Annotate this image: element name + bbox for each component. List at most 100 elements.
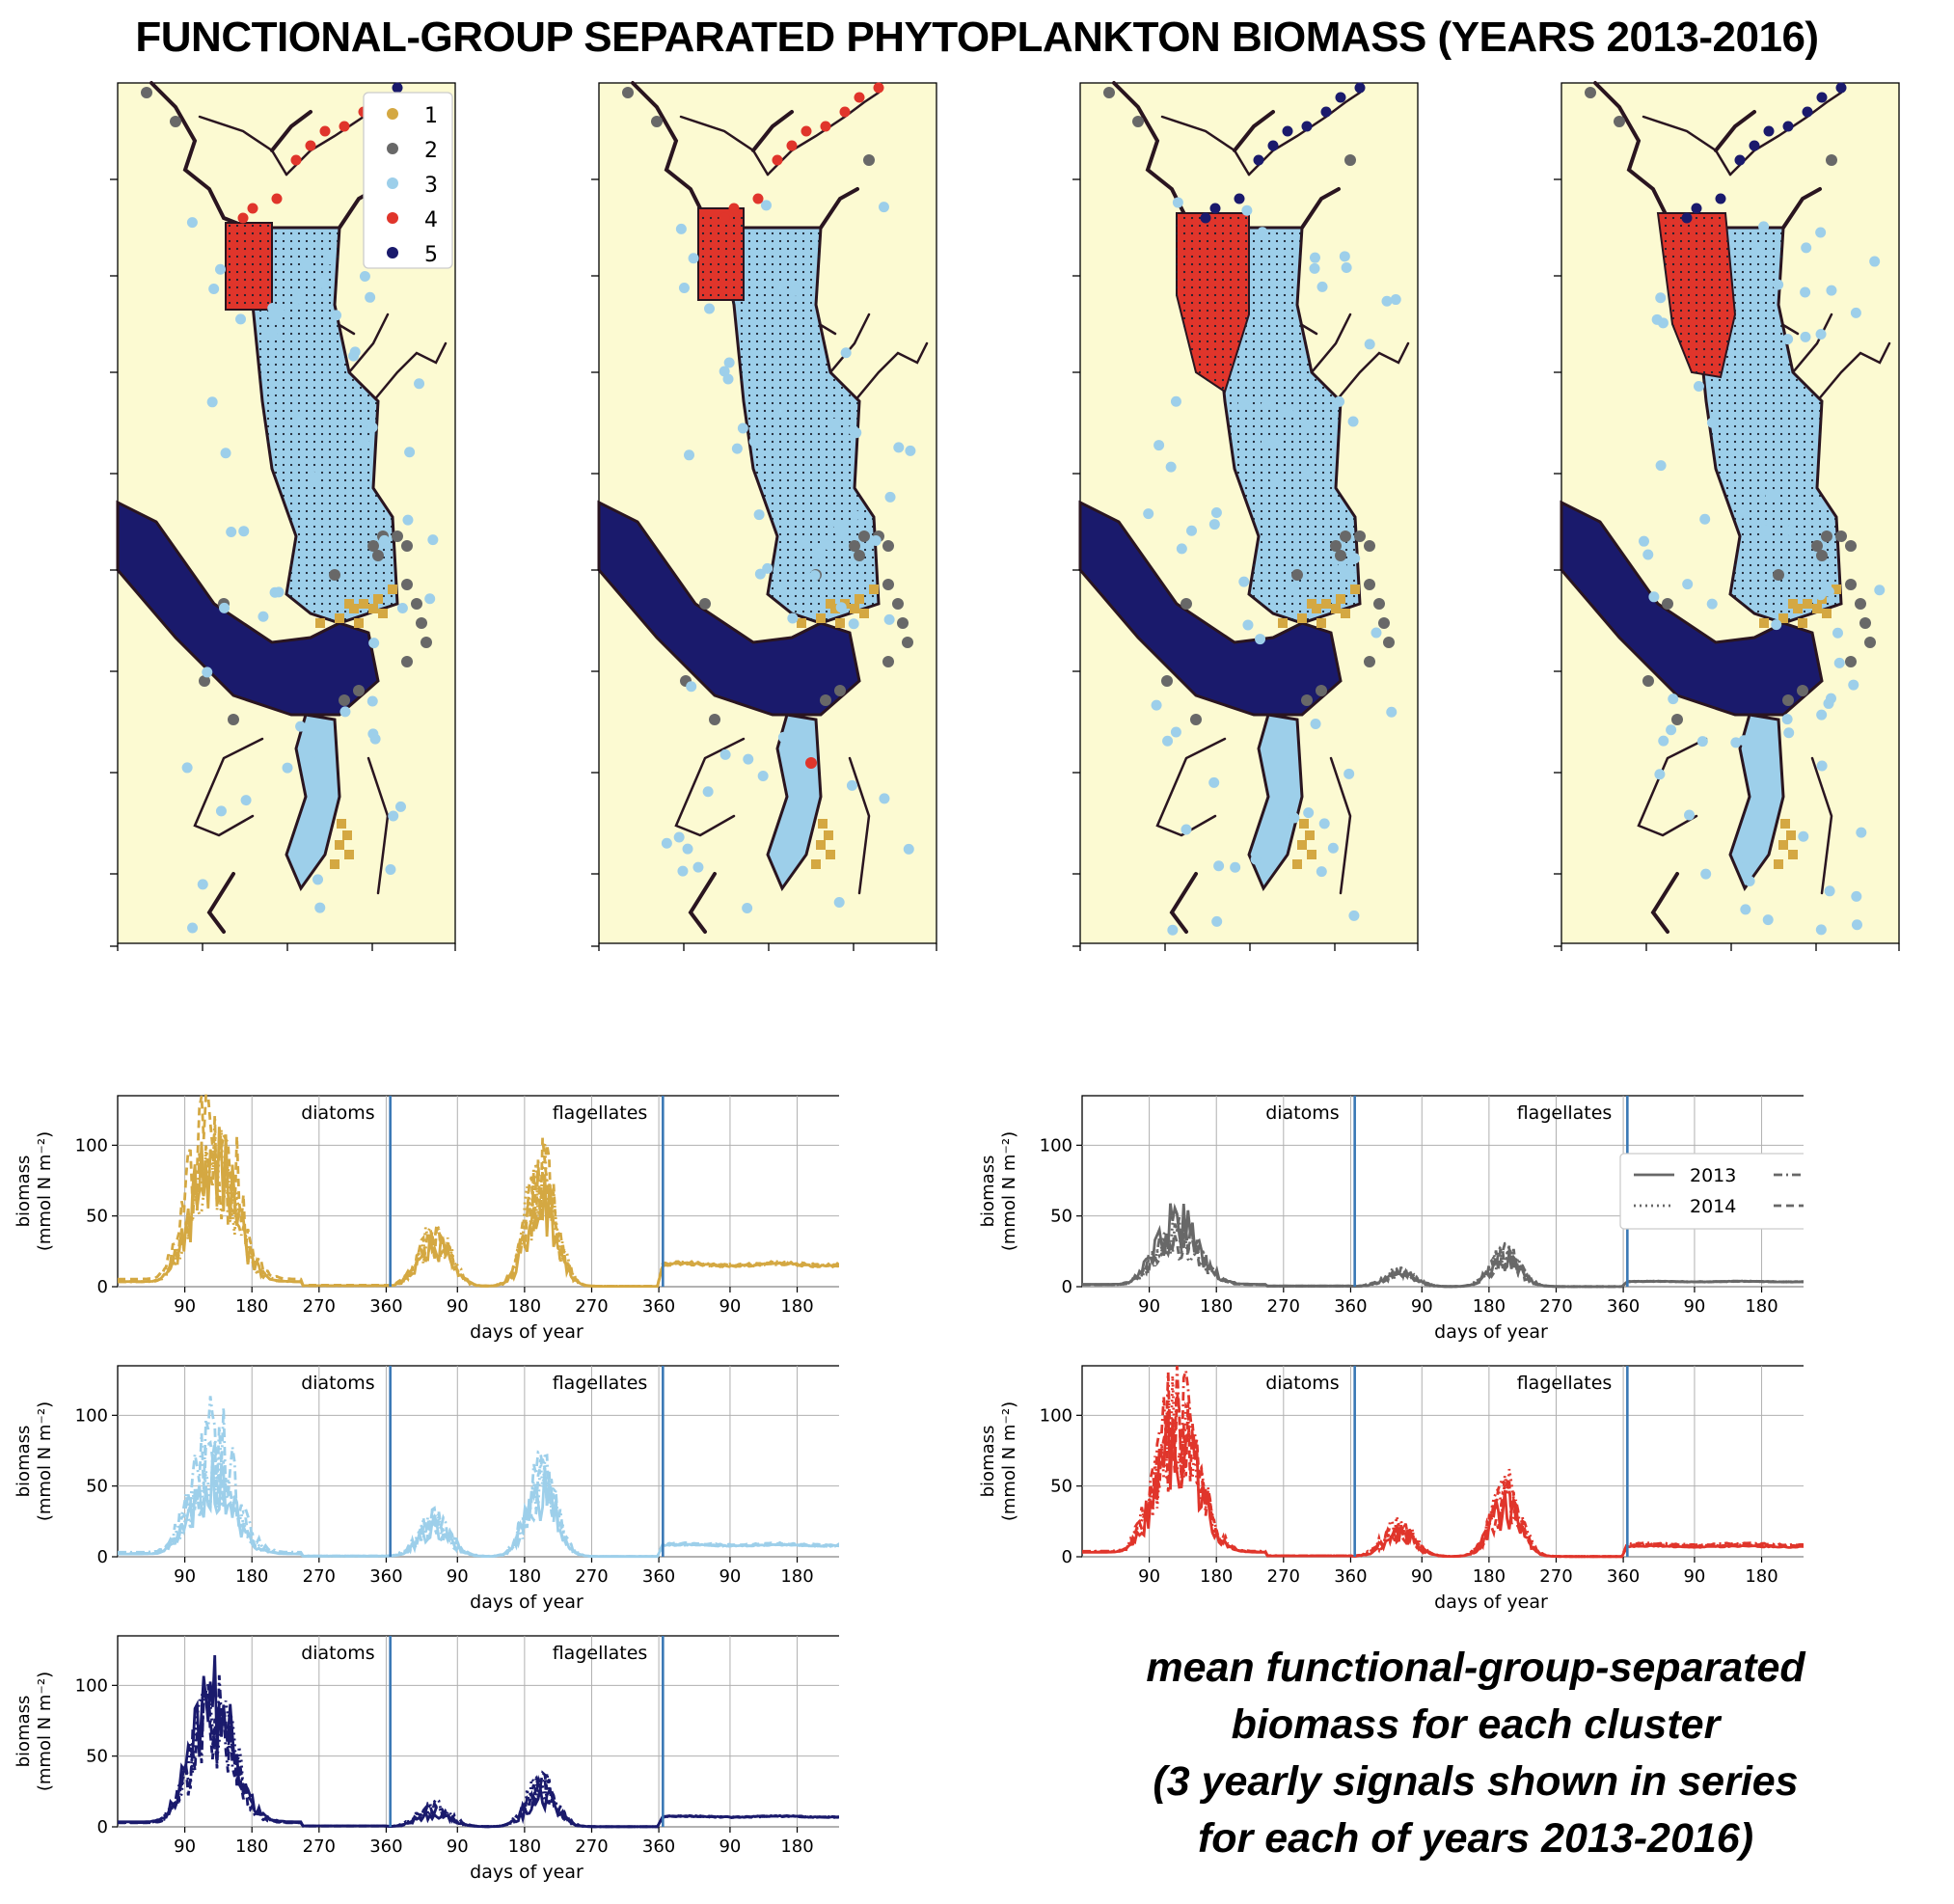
grid-point bbox=[312, 316, 316, 320]
cluster-3-point bbox=[883, 613, 895, 625]
cluster-1-point bbox=[855, 594, 864, 604]
grid-point bbox=[1206, 239, 1209, 243]
north-chain-point bbox=[772, 154, 783, 166]
grid-point bbox=[1314, 432, 1317, 436]
grid-point bbox=[251, 231, 255, 235]
grid-point bbox=[747, 378, 751, 382]
cluster-3-point bbox=[1654, 769, 1666, 780]
cluster-3-point bbox=[1851, 890, 1862, 902]
grid-point bbox=[786, 247, 790, 251]
grid-point bbox=[717, 293, 720, 297]
grid-point bbox=[343, 548, 347, 552]
grid-point bbox=[1260, 378, 1263, 382]
cluster-legend-label: 4 bbox=[424, 208, 438, 232]
grid-point bbox=[1749, 486, 1752, 490]
grid-point bbox=[343, 509, 347, 513]
grid-point bbox=[1260, 432, 1263, 436]
grid-point bbox=[1267, 494, 1271, 498]
grid-point bbox=[740, 324, 744, 328]
grid-point bbox=[1702, 262, 1706, 266]
grid-point bbox=[1764, 509, 1768, 513]
grid-point bbox=[1833, 579, 1837, 583]
coastline-channel bbox=[347, 313, 390, 374]
grid-point bbox=[1772, 579, 1776, 583]
grid-point bbox=[1306, 417, 1310, 421]
grid-point bbox=[801, 586, 805, 590]
grid-point bbox=[747, 409, 751, 413]
grid-point bbox=[717, 270, 720, 274]
grid-point bbox=[747, 324, 751, 328]
grid-point bbox=[366, 509, 370, 513]
cluster-3-point bbox=[1740, 904, 1751, 915]
grid-point bbox=[297, 594, 301, 598]
grid-point bbox=[1329, 424, 1333, 428]
grid-point bbox=[1833, 602, 1837, 606]
grid-point bbox=[305, 378, 309, 382]
grid-point bbox=[1725, 394, 1729, 397]
ts-chart-cluster-2: 901802703609018027036090180270360050100d… bbox=[978, 1095, 1913, 1343]
grid-point bbox=[297, 309, 301, 313]
grid-point bbox=[1244, 394, 1248, 397]
grid-point bbox=[366, 401, 370, 405]
grid-point bbox=[855, 401, 859, 405]
grid-point bbox=[336, 417, 339, 421]
grid-point bbox=[771, 517, 774, 521]
grid-point bbox=[320, 586, 324, 590]
grid-point bbox=[320, 509, 324, 513]
cluster-2-point bbox=[882, 579, 894, 590]
grid-point bbox=[1267, 231, 1271, 235]
ts-x-tick-label: 360 bbox=[369, 1836, 402, 1857]
grid-point bbox=[817, 347, 821, 351]
grid-point bbox=[1741, 286, 1745, 289]
grid-point bbox=[1803, 417, 1806, 421]
grid-point bbox=[312, 502, 316, 505]
cluster-1-point bbox=[335, 840, 344, 850]
grid-point bbox=[1702, 370, 1706, 374]
grid-point bbox=[312, 610, 316, 613]
grid-point bbox=[282, 363, 285, 367]
grid-point bbox=[1260, 424, 1263, 428]
cluster-2-point bbox=[1816, 550, 1828, 561]
grid-point bbox=[1687, 309, 1691, 313]
grid-point bbox=[825, 455, 828, 459]
ts-y-tick-label: 50 bbox=[1050, 1477, 1072, 1497]
grid-point bbox=[374, 579, 378, 583]
grid-point bbox=[794, 301, 798, 305]
cluster-3-point bbox=[385, 863, 396, 875]
series-line-2016 bbox=[1082, 1227, 1895, 1289]
grid-point bbox=[801, 255, 805, 258]
grid-point bbox=[801, 579, 805, 583]
grid-point bbox=[336, 494, 339, 498]
grid-point bbox=[1687, 355, 1691, 359]
grid-point bbox=[1229, 432, 1233, 436]
grid-point bbox=[1198, 270, 1202, 274]
grid-point bbox=[763, 409, 767, 413]
grid-point bbox=[786, 594, 790, 598]
grid-point bbox=[1718, 424, 1722, 428]
grid-point bbox=[1772, 239, 1776, 243]
grid-point bbox=[351, 478, 355, 482]
grid-point bbox=[1741, 278, 1745, 282]
grid-point bbox=[1198, 363, 1202, 367]
grid-point bbox=[740, 293, 744, 297]
grid-point bbox=[1337, 517, 1341, 521]
grid-point bbox=[1803, 424, 1806, 428]
grid-point bbox=[794, 332, 798, 336]
cluster-3-point bbox=[1285, 585, 1296, 596]
grid-point bbox=[1772, 309, 1776, 313]
grid-point bbox=[1772, 293, 1776, 297]
grid-point bbox=[382, 579, 386, 583]
grid-point bbox=[778, 340, 782, 343]
year-legend-label-2014: 2014 bbox=[1690, 1196, 1736, 1217]
cluster-3-point bbox=[1760, 525, 1772, 536]
grid-point bbox=[320, 594, 324, 598]
cluster-3-point bbox=[424, 593, 436, 605]
cluster-1-point bbox=[824, 830, 833, 840]
grid-point bbox=[786, 301, 790, 305]
cluster-2-point bbox=[1378, 617, 1390, 629]
grid-point bbox=[1810, 556, 1814, 559]
grid-point bbox=[786, 532, 790, 536]
grid-point bbox=[801, 478, 805, 482]
grid-point bbox=[747, 270, 751, 274]
